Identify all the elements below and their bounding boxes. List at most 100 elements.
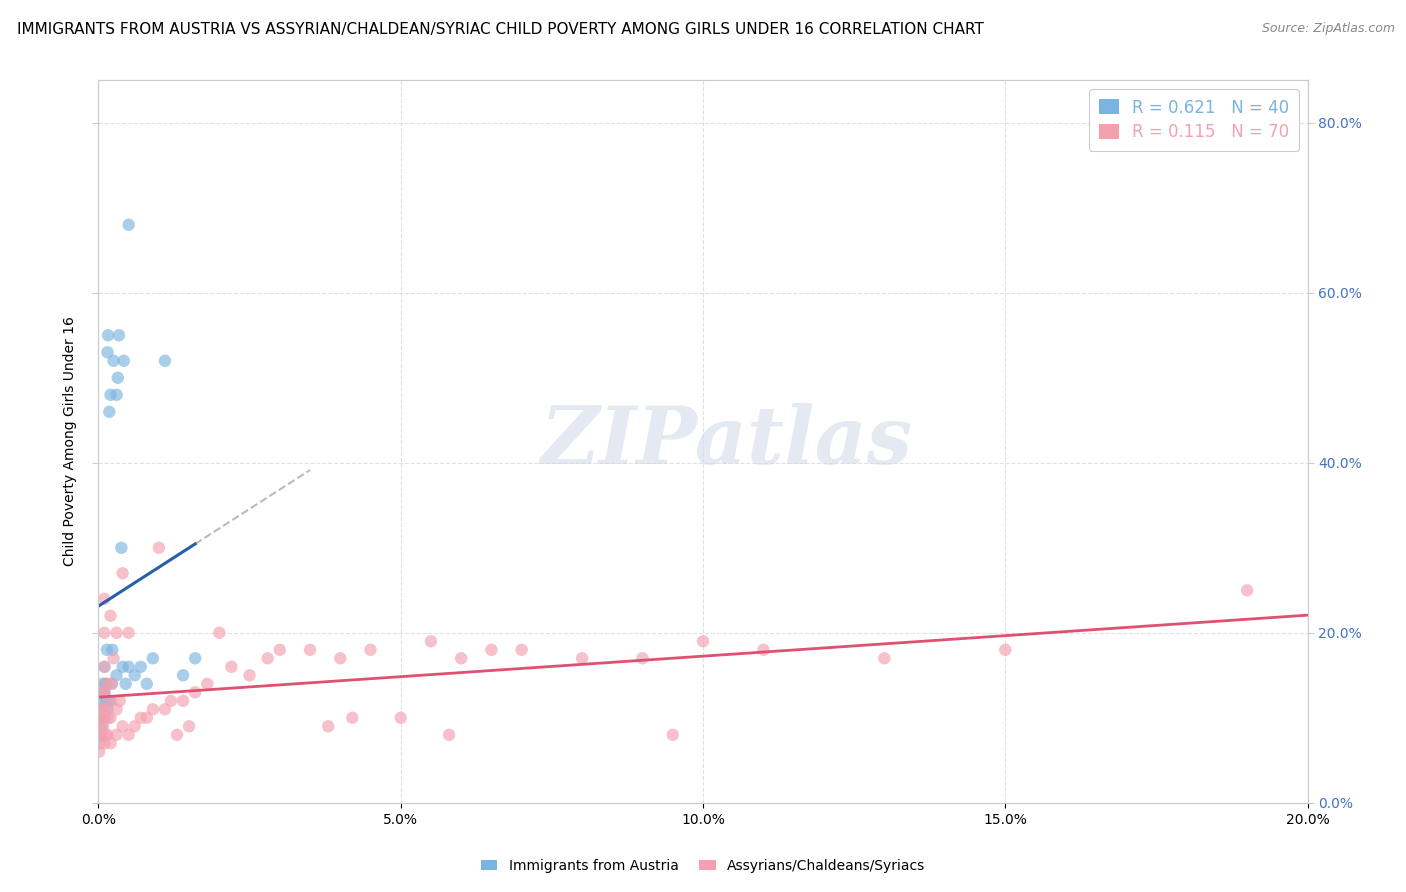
Point <box>360 642 382 657</box>
Point <box>108 694 131 708</box>
Point <box>96 728 118 742</box>
Point <box>184 685 207 699</box>
Point <box>105 668 128 682</box>
Point <box>96 702 118 716</box>
Point <box>110 541 132 555</box>
Point <box>118 660 141 674</box>
Point <box>269 642 291 657</box>
Point <box>118 625 141 640</box>
Point <box>90 694 112 708</box>
Point <box>437 728 460 742</box>
Point <box>96 642 118 657</box>
Point <box>153 702 176 716</box>
Point <box>111 719 134 733</box>
Point <box>1236 583 1258 598</box>
Point <box>118 728 141 742</box>
Point <box>124 719 146 733</box>
Point <box>90 719 112 733</box>
Point <box>179 719 201 733</box>
Point <box>481 642 503 657</box>
Point <box>91 711 114 725</box>
Text: ZIPatlas: ZIPatlas <box>541 403 914 480</box>
Point <box>256 651 278 665</box>
Point <box>148 541 170 555</box>
Point <box>103 651 125 665</box>
Point <box>329 651 352 665</box>
Point <box>89 719 111 733</box>
Point <box>142 702 165 716</box>
Point <box>661 728 683 742</box>
Point <box>91 685 114 699</box>
Point <box>118 218 141 232</box>
Point <box>90 728 112 742</box>
Point <box>342 711 364 725</box>
Point <box>100 608 122 623</box>
Point <box>96 677 118 691</box>
Point <box>96 702 118 716</box>
Point <box>112 353 135 368</box>
Point <box>100 736 122 750</box>
Point <box>96 694 118 708</box>
Point <box>100 677 122 691</box>
Point <box>111 660 134 674</box>
Point <box>91 711 114 725</box>
Point <box>105 625 128 640</box>
Point <box>93 685 115 699</box>
Point <box>208 625 231 640</box>
Point <box>111 566 134 581</box>
Point <box>100 388 122 402</box>
Point <box>873 651 896 665</box>
Point <box>93 736 115 750</box>
Point <box>510 642 533 657</box>
Point <box>142 651 165 665</box>
Point <box>90 702 112 716</box>
Point <box>184 651 207 665</box>
Point <box>105 728 128 742</box>
Point <box>93 660 115 674</box>
Point <box>94 728 117 742</box>
Point <box>93 711 115 725</box>
Point <box>105 702 128 716</box>
Point <box>135 711 157 725</box>
Point <box>93 591 115 606</box>
Point <box>93 702 115 716</box>
Point <box>91 719 114 733</box>
Point <box>752 642 775 657</box>
Point <box>100 711 122 725</box>
Point <box>172 694 194 708</box>
Point <box>94 677 117 691</box>
Y-axis label: Child Poverty Among Girls Under 16: Child Poverty Among Girls Under 16 <box>63 317 77 566</box>
Point <box>96 345 118 359</box>
Point <box>129 660 152 674</box>
Point <box>239 668 262 682</box>
Point <box>195 677 218 691</box>
Point <box>105 388 128 402</box>
Point <box>107 371 129 385</box>
Point <box>89 736 111 750</box>
Point <box>631 651 654 665</box>
Point <box>93 711 115 725</box>
Point <box>91 677 114 691</box>
Point <box>571 651 593 665</box>
Point <box>299 642 322 657</box>
Point <box>124 668 146 682</box>
Point <box>221 660 243 674</box>
Text: IMMIGRANTS FROM AUSTRIA VS ASSYRIAN/CHALDEAN/SYRIAC CHILD POVERTY AMONG GIRLS UN: IMMIGRANTS FROM AUSTRIA VS ASSYRIAN/CHAL… <box>17 22 984 37</box>
Point <box>160 694 183 708</box>
Point <box>98 694 121 708</box>
Legend: Immigrants from Austria, Assyrians/Chaldeans/Syriacs: Immigrants from Austria, Assyrians/Chald… <box>475 853 931 879</box>
Point <box>172 668 194 682</box>
Point <box>166 728 188 742</box>
Point <box>994 642 1017 657</box>
Point <box>93 625 115 640</box>
Point <box>93 660 115 674</box>
Point <box>89 711 111 725</box>
Point <box>420 634 443 648</box>
Point <box>103 353 125 368</box>
Point <box>114 677 136 691</box>
Point <box>97 711 120 725</box>
Point <box>153 353 176 368</box>
Point <box>450 651 472 665</box>
Point <box>87 745 110 759</box>
Point <box>93 685 115 699</box>
